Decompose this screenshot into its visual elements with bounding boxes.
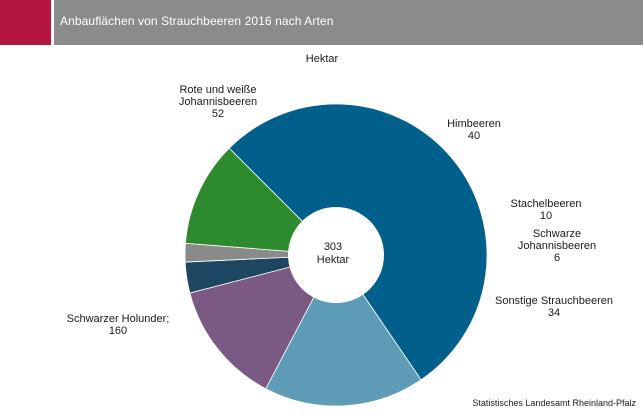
slice-value-0: 160 [109, 325, 127, 337]
header-separator [51, 0, 54, 45]
slice-value-5: 34 [548, 307, 560, 319]
slice-value-4: 6 [554, 252, 560, 264]
donut-hole [288, 207, 384, 303]
slice-value-3: 10 [540, 210, 552, 222]
slice-label-0: Schwarzer Holunder; 160 [67, 313, 170, 337]
slice-label-3: Stachelbeeren 10 [511, 198, 582, 222]
chart-subtitle: Hektar [306, 53, 339, 65]
slice-value-1: 52 [212, 108, 224, 120]
header-bar [0, 0, 643, 45]
center-total-value: 303 [324, 241, 342, 253]
slice-label-4: Schwarze Johannisbeeren 6 [518, 228, 596, 264]
chart-title: Anbauflächen von Strauchbeeren 2016 nach… [60, 14, 334, 28]
source-credit: Statistisches Landesamt Rheinland-Pfalz [472, 398, 636, 408]
pie-slice-1 [265, 254, 422, 407]
slice-label-5: Sonstige Strauchbeeren 34 [495, 295, 613, 319]
slice-value-2: 40 [468, 130, 480, 142]
header-accent-block [0, 0, 51, 45]
slice-label-2: Himbeeren 40 [447, 118, 501, 142]
pie-slice-2 [189, 254, 337, 390]
center-total-unit: Hektar [317, 254, 350, 266]
slice-label-1: Rote und weiße Johannisbeeren 52 [179, 84, 257, 120]
labels-group: Schwarzer Holunder; 160 Rote und weiße Joha… [67, 84, 613, 337]
